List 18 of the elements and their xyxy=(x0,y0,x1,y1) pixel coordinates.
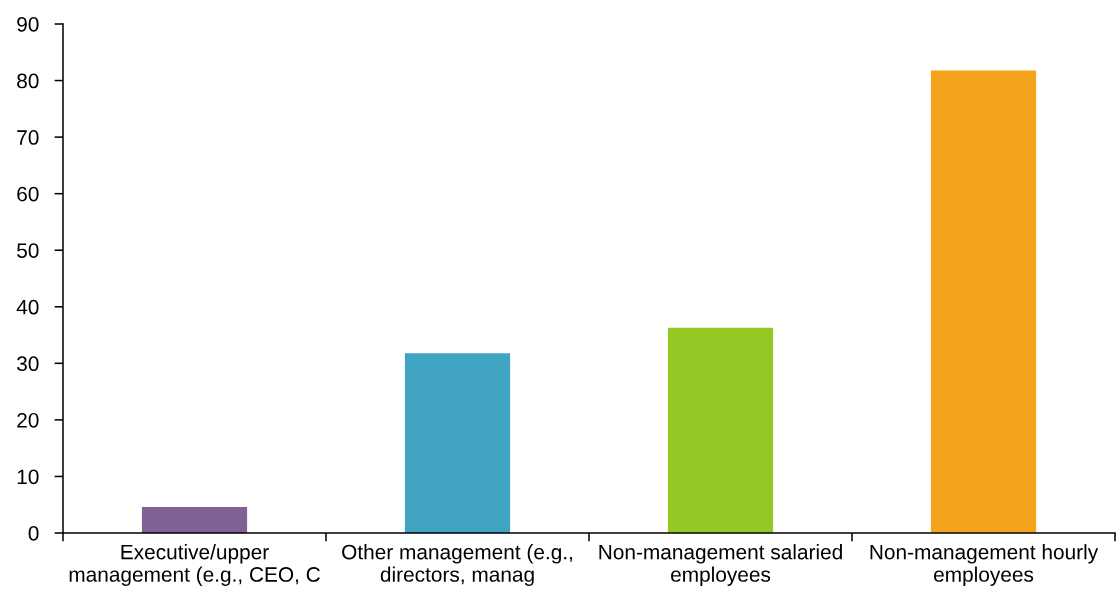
bar xyxy=(141,506,248,533)
x-tick-label: Non-management hourly employees xyxy=(870,544,1099,586)
bar xyxy=(404,353,511,533)
y-tick-label: 80 xyxy=(17,73,39,89)
bar xyxy=(930,70,1037,533)
bar xyxy=(667,327,774,533)
y-tick-label: 60 xyxy=(17,186,39,202)
x-tick-label: Other management (e.g., directors, manag xyxy=(342,544,573,586)
y-tick-label: 90 xyxy=(17,17,39,32)
y-tick-label: 50 xyxy=(17,243,39,258)
x-tick-label: Non-management salaried employees xyxy=(599,544,842,586)
y-tick-label: 0 xyxy=(28,526,39,541)
y-tick-label: 30 xyxy=(17,356,39,372)
y-tick-label: 40 xyxy=(16,299,39,315)
x-tick-label: Executive/upper management (e.g., CEO, C xyxy=(69,544,320,586)
y-tick-label: 70 xyxy=(17,130,39,145)
y-tick-label: 20 xyxy=(17,412,39,428)
y-tick-label: 10 xyxy=(17,469,39,485)
